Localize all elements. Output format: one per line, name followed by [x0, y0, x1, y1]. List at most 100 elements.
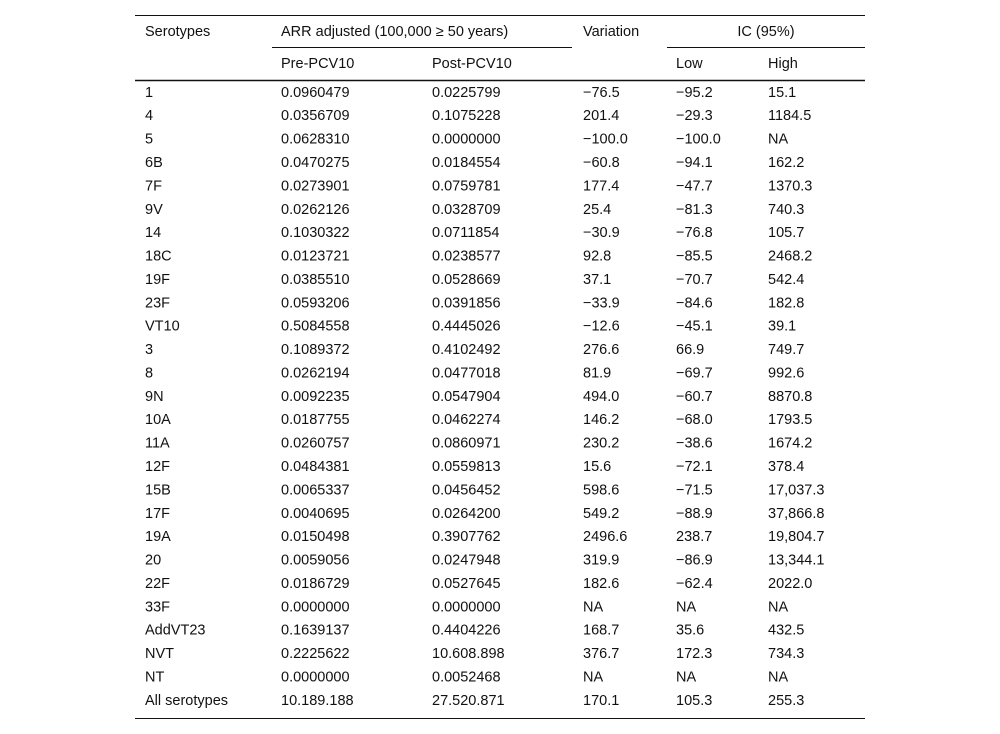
cell: NA: [676, 669, 696, 685]
cell: 0.0547904: [432, 389, 501, 405]
cell: −95.2: [676, 85, 713, 101]
cell: 37.1: [583, 272, 611, 288]
cell: 0.0000000: [281, 599, 350, 615]
cell: 1: [145, 85, 153, 101]
cell: 432.5: [768, 623, 804, 639]
cell: −76.5: [583, 85, 620, 101]
cell: −94.1: [676, 155, 713, 171]
cell: 376.7: [583, 646, 619, 662]
cell: 0.0262194: [281, 365, 350, 381]
cell: 0.0462274: [432, 412, 501, 428]
cell: 0.0456452: [432, 482, 501, 498]
cell: NVT: [145, 646, 174, 662]
cell: NA: [768, 132, 788, 148]
cell: 146.2: [583, 412, 619, 428]
cell: 5: [145, 132, 153, 148]
cell: 0.0186729: [281, 576, 350, 592]
cell: 0.0960479: [281, 85, 350, 101]
cell: 19A: [145, 529, 171, 545]
cell: 0.0385510: [281, 272, 350, 288]
cell: NA: [583, 669, 603, 685]
cell: 182.8: [768, 295, 804, 311]
cell: 15.1: [768, 85, 796, 101]
cell: 0.0092235: [281, 389, 350, 405]
cell: 17F: [145, 506, 170, 522]
cell: 66.9: [676, 342, 704, 358]
cell: 0.0260757: [281, 436, 350, 452]
cell: 0.0000000: [281, 669, 350, 685]
cell: 1370.3: [768, 178, 812, 194]
cell: −86.9: [676, 553, 713, 569]
cell: 255.3: [768, 693, 804, 709]
cell: 740.3: [768, 202, 804, 218]
cell: NA: [768, 599, 788, 615]
cell: NA: [583, 599, 603, 615]
cell: 168.7: [583, 623, 619, 639]
cell: 0.0059056: [281, 553, 350, 569]
cell: 2022.0: [768, 576, 812, 592]
cell: 201.4: [583, 108, 619, 124]
cell: 0.4404226: [432, 623, 501, 639]
cell: 11A: [145, 436, 170, 452]
cell: 734.3: [768, 646, 804, 662]
cell: 105.7: [768, 225, 804, 241]
cell: 0.0040695: [281, 506, 350, 522]
header-cell: Pre-PCV10: [281, 56, 354, 72]
cell: 549.2: [583, 506, 619, 522]
cell: 1674.2: [768, 436, 812, 452]
cell: −100.0: [676, 132, 721, 148]
cell: 92.8: [583, 249, 611, 265]
cell: −71.5: [676, 482, 713, 498]
cell: 20: [145, 553, 161, 569]
cell: 19F: [145, 272, 170, 288]
cell: −47.7: [676, 178, 713, 194]
cell: NA: [768, 669, 788, 685]
cell: 13,344.1: [768, 553, 824, 569]
header-cell: Serotypes: [145, 24, 210, 40]
cell: 0.0150498: [281, 529, 350, 545]
cell: All serotypes: [145, 693, 228, 709]
cell: −60.7: [676, 389, 713, 405]
cell: 0.1075228: [432, 108, 501, 124]
cell: 162.2: [768, 155, 804, 171]
cell: 0.1089372: [281, 342, 350, 358]
cell: −70.7: [676, 272, 713, 288]
cell: −84.6: [676, 295, 713, 311]
cell: 15.6: [583, 459, 611, 475]
header-cell: High: [768, 56, 798, 72]
cell: −69.7: [676, 365, 713, 381]
cell: AddVT23: [145, 623, 205, 639]
cell: 23F: [145, 295, 170, 311]
cell: 0.0528669: [432, 272, 501, 288]
cell: 19,804.7: [768, 529, 824, 545]
cell: 8870.8: [768, 389, 812, 405]
cell: 6B: [145, 155, 163, 171]
cell: 0.4445026: [432, 319, 501, 335]
cell: 542.4: [768, 272, 804, 288]
cell: 14: [145, 225, 161, 241]
cell: 0.0247948: [432, 553, 501, 569]
cell: 598.6: [583, 482, 619, 498]
cell: 0.0759781: [432, 178, 501, 194]
cell: 182.6: [583, 576, 619, 592]
cell: 0.0356709: [281, 108, 350, 124]
cell: 0.0477018: [432, 365, 501, 381]
cell: 2468.2: [768, 249, 812, 265]
header-cell: Post-PCV10: [432, 56, 512, 72]
cell: NA: [676, 599, 696, 615]
cell: 25.4: [583, 202, 611, 218]
cell: 0.0052468: [432, 669, 501, 685]
cell: 0.0328709: [432, 202, 501, 218]
cell: 0.0123721: [281, 249, 350, 265]
cell: VT10: [145, 319, 180, 335]
cell: 494.0: [583, 389, 619, 405]
cell: 0.5084558: [281, 319, 350, 335]
cell: −72.1: [676, 459, 713, 475]
cell: 0.0225799: [432, 85, 501, 101]
cell: 0.0391856: [432, 295, 501, 311]
cell: 992.6: [768, 365, 804, 381]
cell: 276.6: [583, 342, 619, 358]
cell: 0.0470275: [281, 155, 350, 171]
cell: 0.0238577: [432, 249, 501, 265]
cell: 2496.6: [583, 529, 627, 545]
